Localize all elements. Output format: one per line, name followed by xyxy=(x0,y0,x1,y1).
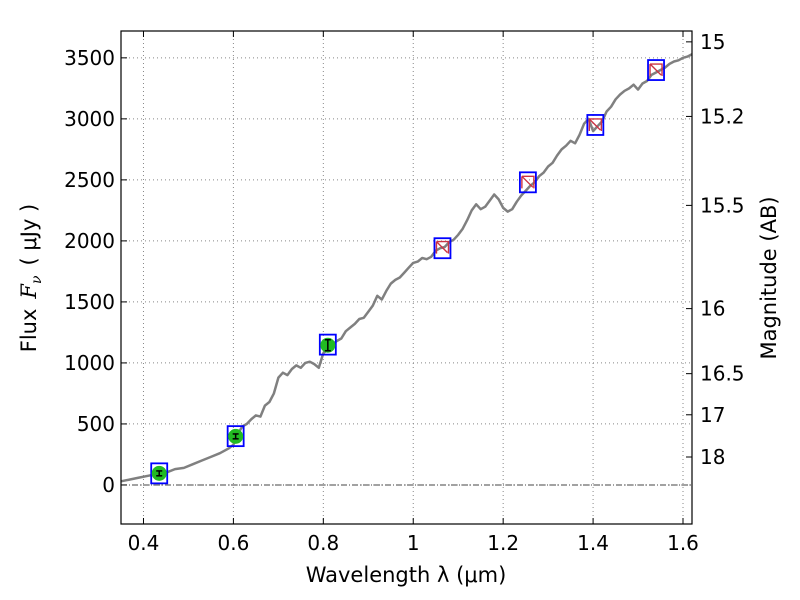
y-tick-label: 0 xyxy=(102,473,115,497)
x-tick-label: 0.8 xyxy=(307,531,339,555)
y-axis-title-text: Flux xyxy=(17,309,41,353)
axis-ticks: 0.4 0.6 0.8 1 1.2 1.4 1.6 0 500 1000 1500 2000 2500 3… xyxy=(64,30,744,555)
y-tick-label: 3000 xyxy=(64,107,115,131)
model-flux-box xyxy=(647,59,665,81)
y2-tick-label: 16.5 xyxy=(700,362,745,386)
x-tick-label: 0.4 xyxy=(128,531,160,555)
plot-frame xyxy=(120,30,693,525)
y-tick-label: 1500 xyxy=(64,290,115,314)
y-tick-label: 500 xyxy=(77,412,115,436)
x-tick-label: 1.4 xyxy=(577,531,609,555)
limit-marker xyxy=(649,63,663,77)
y-tick-label: 2500 xyxy=(64,168,115,192)
model-flux-box xyxy=(318,333,337,356)
model-flux-box xyxy=(518,171,537,194)
y-axis-title-subscript: ν xyxy=(29,275,45,284)
spectrum-line xyxy=(120,53,693,483)
model-flux-box xyxy=(226,425,245,448)
y2-tick-label: 18 xyxy=(700,445,725,469)
limit-marker xyxy=(521,175,535,189)
y2-tick-label: 15.2 xyxy=(700,104,745,128)
y-tick-label: 1000 xyxy=(64,351,115,375)
y2-tick-label: 15.5 xyxy=(700,193,745,217)
y-axis-title-unit: ( μJy ) xyxy=(17,204,41,266)
x-axis-title: Wavelength λ (μm) xyxy=(306,563,507,587)
model-flux-box xyxy=(586,114,605,136)
x-tick-label: 1.6 xyxy=(667,531,699,555)
y-axis-title: Flux Fν ( μJy ) xyxy=(17,204,45,352)
secondary-y-axis-title: Magnitude (AB) xyxy=(757,196,781,359)
model-flux-box xyxy=(433,237,452,260)
y-tick-label: 3500 xyxy=(64,46,115,70)
x-tick-label: 1.2 xyxy=(487,531,519,555)
model-flux-box xyxy=(150,462,169,485)
y2-tick-label: 16 xyxy=(700,297,725,321)
limit-marker xyxy=(435,240,450,254)
x-tick-label: 1 xyxy=(407,531,420,555)
grid-lines xyxy=(121,31,692,524)
photometry-points xyxy=(150,59,665,485)
y-tick-label: 2000 xyxy=(64,229,115,253)
limit-marker xyxy=(588,118,603,131)
y-axis-title-symbol: F xyxy=(17,283,41,300)
y2-tick-label: 17 xyxy=(700,403,725,427)
y2-tick-label: 15 xyxy=(700,30,725,54)
x-tick-label: 0.6 xyxy=(217,531,249,555)
